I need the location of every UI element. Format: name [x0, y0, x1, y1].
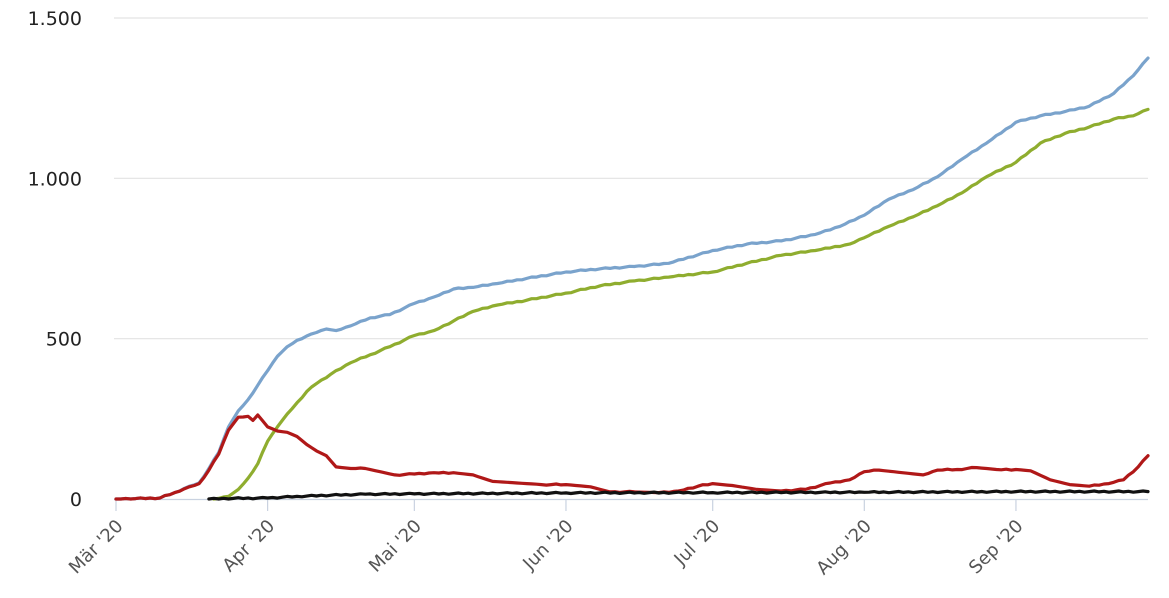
x-tick-label: Sep '20: [965, 516, 1028, 579]
grid-lines: [114, 17, 1148, 340]
x-tick-label: Mär '20: [65, 516, 128, 579]
series-line-3: [114, 413, 1150, 501]
series-lines: [114, 56, 1150, 501]
x-tick-label: Aug '20: [812, 516, 875, 579]
y-tick-label: 1.000: [28, 168, 82, 190]
x-axis: Mär '20 Apr '20 Mai '20 Jun '20 Jul '20 Aug '…: [65, 498, 1148, 579]
y-tick-label: 0: [70, 489, 82, 511]
y-axis-labels: 0 500 1.000 1.500: [28, 8, 82, 511]
x-tick-label: Jul '20: [670, 516, 725, 571]
series-line-4: [207, 489, 1150, 501]
y-tick-label: 1.500: [28, 8, 82, 30]
x-tick-label: Apr '20: [219, 516, 280, 577]
series-line-2: [212, 107, 1150, 501]
x-tick-label: Mai '20: [365, 516, 426, 577]
series-line-1: [114, 56, 1150, 501]
y-tick-label: 500: [46, 329, 82, 351]
x-tick-label: Jun '20: [518, 516, 577, 575]
